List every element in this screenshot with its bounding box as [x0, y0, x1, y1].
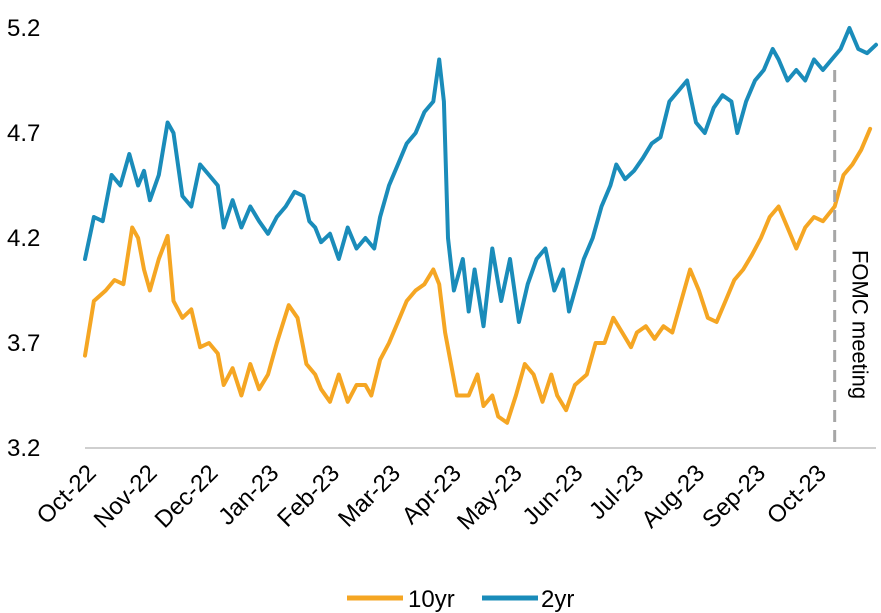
x-tick-label: Feb-23 [272, 460, 345, 533]
x-tick-label: Sep-23 [697, 460, 771, 534]
x-tick-label: Nov-22 [89, 460, 163, 534]
fomc-annotation: FOMC meeting [833, 70, 873, 448]
x-tick-label: Oct-22 [32, 460, 102, 530]
x-tick-label: Jan-23 [213, 460, 284, 531]
x-tick-label: Oct-23 [762, 460, 832, 530]
y-tick-label: 5.2 [7, 15, 40, 42]
y-axis-ticks: 5.2 4.7 4.2 3.7 3.2 [7, 15, 40, 462]
x-tick-label: Jun-23 [518, 460, 589, 531]
x-tick-label: May-23 [452, 460, 528, 536]
y-tick-label: 4.2 [7, 225, 40, 252]
x-tick-label: Aug-23 [636, 460, 710, 534]
series-line-2yr [83, 26, 878, 329]
legend-label-2yr: 2yr [541, 586, 574, 613]
y-tick-label: 3.7 [7, 330, 40, 357]
legend: 10yr 2yr [347, 586, 574, 613]
y-tick-label: 3.2 [7, 435, 40, 462]
series-layer [83, 26, 878, 425]
series-line-10yr [83, 126, 873, 425]
fomc-meeting-label: FOMC meeting [848, 250, 873, 399]
x-axis-ticks: Oct-22Nov-22Dec-22Jan-23Feb-23Mar-23Apr-… [32, 460, 832, 536]
legend-label-10yr: 10yr [408, 586, 455, 613]
x-tick-label: Mar-23 [333, 460, 406, 533]
y-tick-label: 4.7 [7, 120, 40, 147]
x-tick-label: Dec-22 [150, 460, 224, 534]
